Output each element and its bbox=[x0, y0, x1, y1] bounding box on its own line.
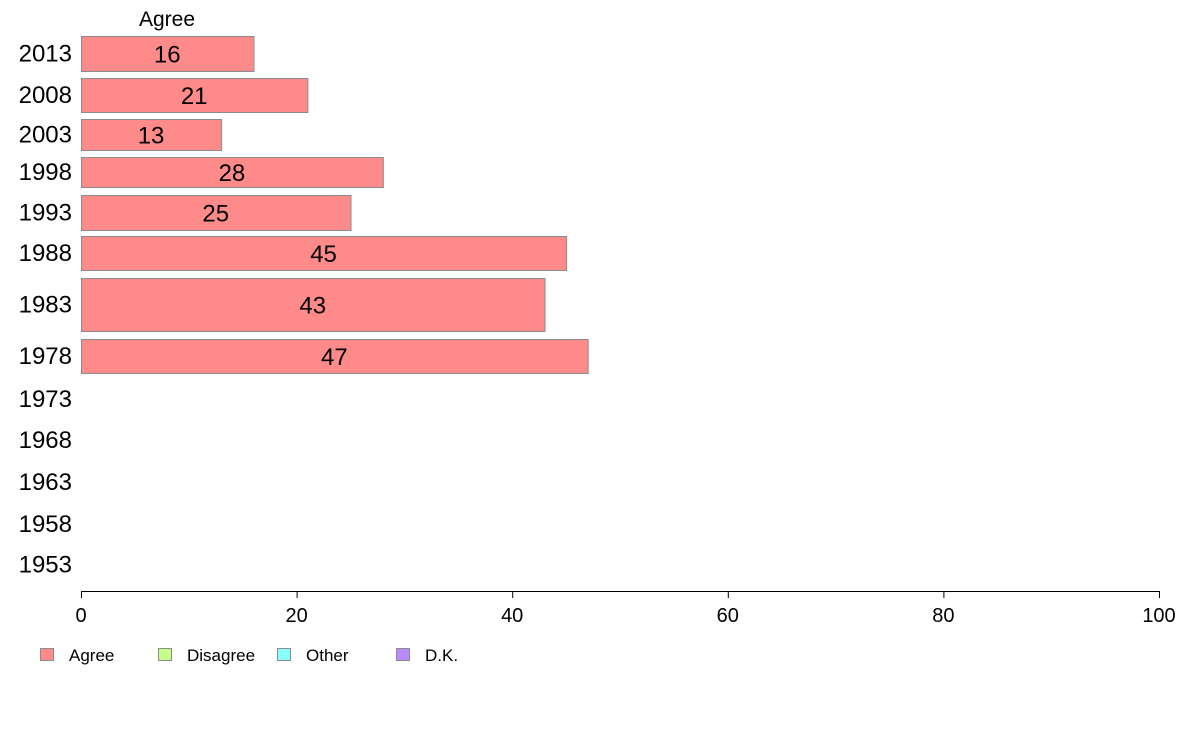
category-label: 1953 bbox=[19, 552, 72, 579]
legend-label: Other bbox=[306, 646, 349, 665]
legend-label: D.K. bbox=[425, 646, 458, 665]
bar bbox=[81, 157, 384, 188]
x-axis: 0 20 40 60 80 100 bbox=[75, 591, 1176, 627]
category-label: 1998 bbox=[19, 159, 72, 186]
legend-swatch bbox=[40, 648, 54, 661]
bar bbox=[81, 78, 309, 113]
category-label: 1968 bbox=[19, 427, 72, 454]
x-tick-label: 100 bbox=[1142, 605, 1175, 627]
data-label: 28 bbox=[219, 160, 246, 187]
bars bbox=[81, 36, 589, 374]
bar bbox=[81, 236, 568, 271]
data-label: 47 bbox=[321, 344, 348, 371]
bar bbox=[81, 339, 589, 374]
category-label: 1978 bbox=[19, 343, 72, 370]
category-label: 1993 bbox=[19, 200, 72, 227]
data-label: 43 bbox=[299, 293, 326, 320]
legend-swatch bbox=[277, 648, 291, 661]
category-label: 1988 bbox=[19, 240, 72, 267]
x-tick-label: 60 bbox=[717, 605, 739, 627]
category-label: 1973 bbox=[19, 386, 72, 413]
data-label: 25 bbox=[202, 201, 229, 228]
category-label: 1963 bbox=[19, 469, 72, 496]
x-tick-label: 80 bbox=[932, 605, 954, 627]
category-label: 1983 bbox=[19, 292, 72, 319]
bar bbox=[81, 119, 223, 151]
category-label: 1958 bbox=[19, 511, 72, 538]
category-label: 2008 bbox=[19, 82, 72, 109]
legend-swatch bbox=[158, 648, 172, 661]
data-label: 16 bbox=[154, 42, 181, 69]
x-tick-label: 20 bbox=[285, 605, 307, 627]
bar bbox=[81, 195, 352, 231]
column-header: Agree bbox=[139, 8, 195, 31]
bar bbox=[81, 278, 546, 332]
category-label: 2013 bbox=[19, 41, 72, 68]
category-labels: 2013 2008 2003 1998 1993 1988 1983 1978 1973 1968… bbox=[19, 41, 72, 579]
category-label: 2003 bbox=[19, 122, 72, 149]
legend-label: Disagree bbox=[187, 646, 255, 665]
legend-swatch bbox=[396, 648, 410, 661]
data-label: 21 bbox=[181, 83, 208, 110]
x-tick-label: 0 bbox=[75, 605, 86, 627]
data-label: 45 bbox=[310, 241, 337, 268]
bar bbox=[81, 36, 255, 72]
legend: Agree Disagree Other D.K. bbox=[40, 646, 458, 665]
x-tick-label: 40 bbox=[501, 605, 523, 627]
legend-label: Agree bbox=[69, 646, 114, 665]
data-label: 13 bbox=[138, 123, 165, 150]
